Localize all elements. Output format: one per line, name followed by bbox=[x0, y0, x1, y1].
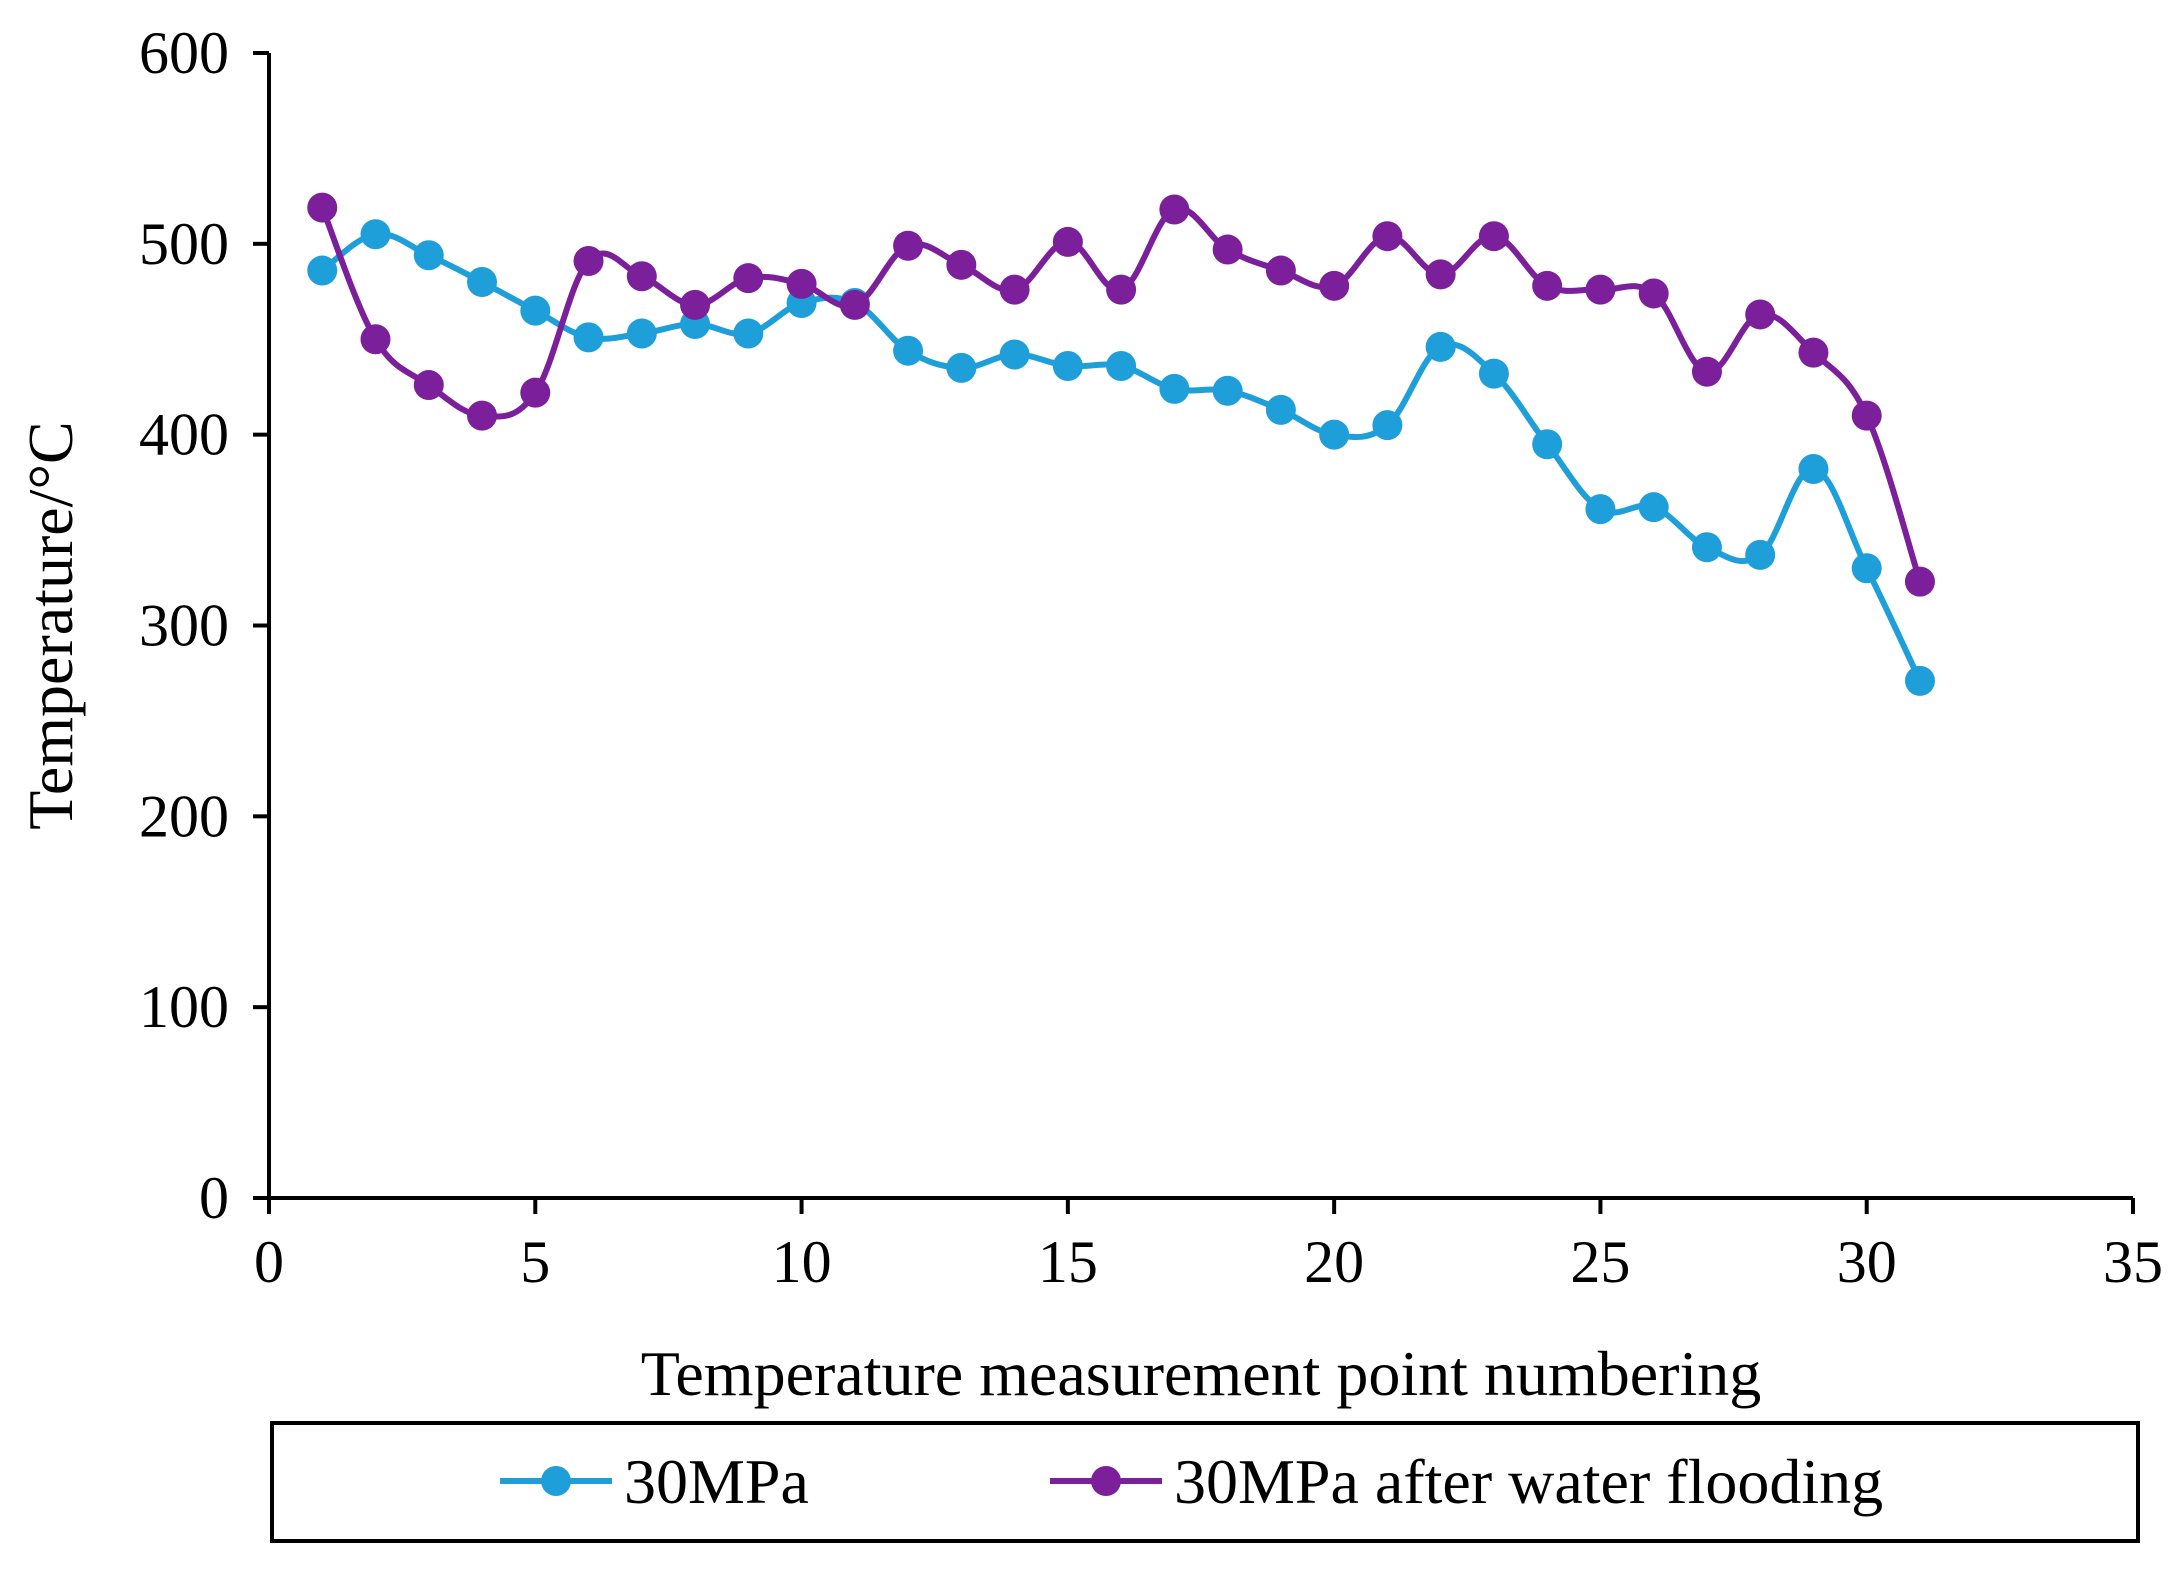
data-point bbox=[680, 289, 711, 320]
x-tick-label: 0 bbox=[254, 1229, 284, 1295]
data-point bbox=[1212, 234, 1243, 265]
x-tick-label: 30 bbox=[1837, 1229, 1897, 1295]
data-point bbox=[733, 263, 764, 294]
data-point bbox=[1159, 194, 1190, 225]
data-point bbox=[1425, 259, 1456, 290]
data-point bbox=[1798, 337, 1829, 368]
data-point bbox=[1425, 331, 1456, 362]
y-tick-label: 400 bbox=[139, 402, 229, 468]
y-axis-title: Temperature/°C bbox=[15, 421, 86, 830]
data-point bbox=[1532, 429, 1563, 460]
data-point bbox=[1319, 270, 1350, 301]
x-tick-label: 25 bbox=[1570, 1229, 1630, 1295]
data-point bbox=[573, 322, 604, 353]
data-point bbox=[626, 261, 657, 292]
data-point bbox=[946, 249, 977, 280]
data-point bbox=[1372, 410, 1403, 441]
data-point bbox=[999, 274, 1030, 305]
data-point bbox=[520, 377, 551, 408]
y-tick-label: 200 bbox=[139, 783, 229, 849]
data-point bbox=[1745, 299, 1776, 330]
data-point bbox=[1851, 553, 1882, 584]
y-tick-label: 500 bbox=[139, 211, 229, 277]
data-point bbox=[893, 335, 924, 366]
data-point bbox=[626, 318, 657, 349]
data-point bbox=[1798, 454, 1829, 485]
y-tick-label: 600 bbox=[139, 20, 229, 86]
data-point bbox=[1904, 566, 1935, 597]
data-point bbox=[1372, 221, 1403, 252]
data-point bbox=[467, 267, 498, 297]
data-point bbox=[1478, 358, 1509, 389]
legend-marker bbox=[541, 1466, 571, 1496]
data-point bbox=[1745, 539, 1776, 570]
data-point bbox=[360, 219, 391, 250]
data-point bbox=[1638, 278, 1669, 309]
data-point bbox=[360, 324, 391, 355]
data-point bbox=[413, 240, 444, 271]
data-point bbox=[307, 255, 338, 286]
data-point bbox=[1585, 274, 1616, 305]
axis-labels: Temperature measurement point numbering … bbox=[15, 421, 1761, 1409]
data-point bbox=[467, 400, 498, 431]
x-tick-label: 5 bbox=[520, 1229, 550, 1295]
data-point bbox=[413, 370, 444, 401]
legend: 30MPa 30MPa after water flooding bbox=[270, 1421, 2140, 1543]
data-point bbox=[573, 246, 604, 277]
data-point bbox=[1691, 356, 1722, 387]
data-point bbox=[520, 295, 551, 326]
data-point bbox=[1532, 270, 1563, 301]
data-point bbox=[1052, 350, 1083, 381]
x-tick-label: 20 bbox=[1304, 1229, 1364, 1295]
x-tick-label: 10 bbox=[772, 1229, 832, 1295]
data-point bbox=[999, 339, 1030, 370]
data-point bbox=[1585, 494, 1616, 525]
y-tick-label: 0 bbox=[199, 1165, 229, 1231]
data-point bbox=[1159, 373, 1190, 404]
x-tick-label: 35 bbox=[2103, 1229, 2163, 1295]
data-point bbox=[1319, 419, 1350, 450]
data-point bbox=[786, 268, 817, 299]
legend-marker bbox=[1091, 1466, 1121, 1496]
data-point bbox=[1106, 274, 1137, 305]
data-point bbox=[893, 230, 924, 261]
data-point bbox=[946, 352, 977, 383]
data-point bbox=[1478, 221, 1509, 252]
data-point bbox=[1106, 350, 1137, 381]
legend-label: 30MPa after water flooding bbox=[1174, 1446, 1883, 1517]
x-axis-title: Temperature measurement point numbering bbox=[641, 1338, 1761, 1409]
legend-label: 30MPa bbox=[624, 1446, 809, 1517]
legend-box bbox=[270, 1421, 2140, 1543]
x-tick-label: 15 bbox=[1038, 1229, 1098, 1295]
data-point bbox=[1904, 665, 1935, 696]
data-point bbox=[733, 318, 764, 349]
y-tick-label: 300 bbox=[139, 593, 229, 659]
data-point bbox=[1212, 375, 1243, 406]
y-tick-label: 100 bbox=[139, 974, 229, 1040]
axes: 0 100 200 300 400 500 600 0 5 10 15 20 25 30 35 bbox=[139, 20, 2163, 1295]
data-point bbox=[1691, 532, 1722, 563]
data-point bbox=[1265, 255, 1296, 286]
data-point bbox=[839, 289, 870, 320]
data-point bbox=[1638, 492, 1669, 523]
series-layer bbox=[307, 192, 1935, 696]
series-1 bbox=[307, 219, 1935, 696]
data-point bbox=[307, 192, 338, 223]
data-point bbox=[1052, 226, 1083, 257]
data-point bbox=[1851, 400, 1882, 431]
data-point bbox=[1265, 394, 1296, 425]
series-2 bbox=[307, 192, 1935, 597]
